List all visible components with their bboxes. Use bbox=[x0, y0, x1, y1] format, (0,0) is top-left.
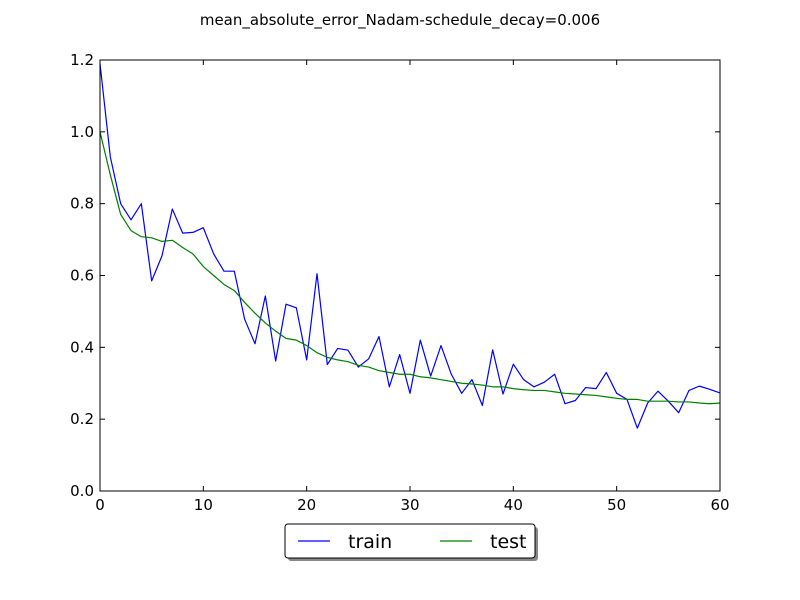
x-tick-label: 60 bbox=[710, 496, 729, 514]
legend-label-test: test bbox=[490, 531, 527, 553]
y-tick-label: 0.8 bbox=[70, 195, 94, 213]
y-tick-label: 0.2 bbox=[70, 410, 94, 428]
legend-label-train: train bbox=[348, 531, 392, 553]
x-tick-label: 30 bbox=[400, 496, 419, 514]
x-tick-label: 40 bbox=[504, 496, 523, 514]
legend: train test bbox=[284, 523, 538, 561]
series-line-train bbox=[99, 63, 721, 429]
y-tick-label: 1.2 bbox=[70, 51, 94, 69]
x-tick-label: 10 bbox=[194, 496, 213, 514]
chart-title: mean_absolute_error_Nadam-schedule_decay… bbox=[200, 11, 600, 30]
y-tick-label: 0.0 bbox=[70, 482, 94, 500]
y-tick-label: 1.0 bbox=[70, 123, 94, 141]
plot-frame bbox=[99, 59, 721, 492]
x-tick-label: 0 bbox=[95, 496, 105, 514]
legend-box bbox=[284, 523, 536, 559]
x-tick-label: 50 bbox=[607, 496, 626, 514]
y-tick-label: 0.6 bbox=[70, 267, 94, 285]
x-tick-label: 20 bbox=[297, 496, 316, 514]
series-line-test bbox=[99, 131, 721, 405]
y-tick-label: 0.4 bbox=[70, 338, 94, 356]
